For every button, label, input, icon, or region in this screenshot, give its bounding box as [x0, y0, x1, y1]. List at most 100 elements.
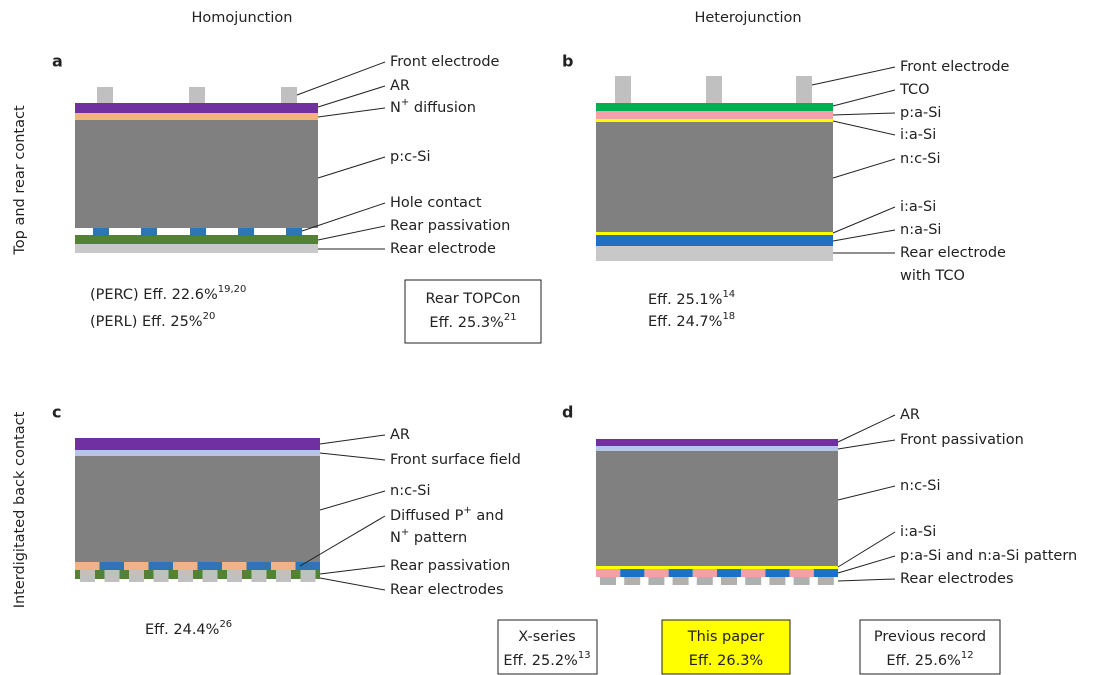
label: N+ pattern [390, 527, 467, 546]
rear-pattern [173, 562, 198, 570]
column-title: Heterojunction [694, 10, 801, 26]
rear-pattern [644, 569, 668, 577]
layer [75, 456, 320, 562]
label: Front surface field [390, 452, 521, 468]
rear-electrode [129, 570, 144, 582]
leader [320, 453, 385, 460]
label: i:a-Si [900, 127, 936, 143]
rear-pattern [222, 562, 247, 570]
box-efficiency: Eff. 25.3%21 [429, 312, 516, 331]
label: n:c-Si [900, 151, 941, 167]
hole-contact [238, 228, 254, 236]
hole-contact [190, 228, 206, 236]
rear-electrode [818, 577, 834, 585]
rear-electrode [721, 577, 737, 585]
label: TCO [899, 82, 930, 98]
rear-pattern [149, 562, 174, 570]
rear-electrode [769, 577, 785, 585]
leader [838, 486, 895, 500]
row-label: Top and rear contact [12, 105, 28, 256]
layer [596, 103, 833, 111]
rear-pattern [765, 569, 789, 577]
leader [833, 90, 895, 106]
leader [833, 230, 895, 241]
label: Front electrode [390, 54, 500, 70]
figure: Homojunction Heterojunction Top and rear… [0, 0, 1102, 675]
leaders-d [838, 415, 895, 581]
rear-electrode [745, 577, 761, 585]
leader [833, 207, 895, 233]
rear-pattern [198, 562, 223, 570]
rear-pattern [100, 562, 125, 570]
hole-contact [286, 228, 302, 236]
cell-d [596, 439, 838, 585]
leader [833, 159, 895, 178]
box-efficiency: Eff. 25.6%12 [886, 650, 973, 669]
leader [838, 440, 895, 449]
layer [596, 451, 838, 566]
layer [75, 244, 318, 253]
cell-a [75, 87, 318, 253]
layer [75, 438, 320, 450]
label: AR [900, 407, 920, 423]
rear-electrode [673, 577, 689, 585]
leader [318, 157, 385, 178]
box-efficiency: Eff. 25.2%13 [503, 650, 590, 669]
rear-electrode [203, 570, 218, 582]
layer [75, 120, 318, 228]
box-title: This paper [687, 629, 764, 645]
result-box [405, 280, 541, 343]
label: Rear electrode [900, 245, 1006, 261]
rear-pattern [669, 569, 693, 577]
label: AR [390, 78, 410, 94]
label: with TCO [900, 268, 965, 284]
label: p:c-Si [390, 149, 431, 165]
label: i:a-Si [900, 524, 936, 540]
cell-b [596, 76, 833, 261]
efficiency: (PERC) Eff. 22.6%19,20 [90, 284, 246, 303]
label: Front electrode [900, 59, 1010, 75]
leader [838, 532, 895, 567]
leader [320, 435, 385, 444]
rear-electrode [624, 577, 640, 585]
layer [596, 446, 838, 451]
label: n:c-Si [900, 478, 941, 494]
label: Rear passivation [390, 218, 510, 234]
label: Front passivation [900, 432, 1024, 448]
rear-electrode [301, 570, 316, 582]
efficiency: Eff. 24.7%18 [648, 311, 735, 330]
label: n:c-Si [390, 483, 431, 499]
front-electrode [97, 87, 113, 103]
leader [812, 67, 895, 85]
label: Diffused P+ and [390, 505, 504, 524]
label: n:a-Si [900, 222, 941, 238]
leader [833, 113, 895, 115]
box-efficiency: Eff. 26.3% [689, 653, 763, 669]
front-electrode [796, 76, 812, 103]
leader [320, 578, 385, 590]
cell-c [75, 438, 320, 582]
layer [75, 113, 318, 120]
rear-pattern [596, 569, 620, 577]
leader [318, 86, 385, 107]
leader [838, 415, 895, 442]
panel-letter: a [52, 52, 63, 71]
hole-contact [141, 228, 157, 236]
label: p:a-Si and n:a-Si pattern [900, 548, 1077, 564]
layer [75, 235, 318, 244]
box-title: Previous record [874, 629, 986, 645]
rear-electrode [154, 570, 169, 582]
label: Rear electrodes [900, 571, 1014, 587]
rear-electrode [252, 570, 267, 582]
front-electrode [281, 87, 297, 103]
front-electrode [615, 76, 631, 103]
label: Rear passivation [390, 558, 510, 574]
rear-pattern [741, 569, 765, 577]
box-title: Rear TOPCon [425, 291, 520, 307]
leader [838, 556, 895, 573]
label: Hole contact [390, 195, 482, 211]
panel-letter: c [52, 403, 61, 422]
layer [596, 439, 838, 446]
layer [596, 246, 833, 261]
layer [596, 122, 833, 232]
